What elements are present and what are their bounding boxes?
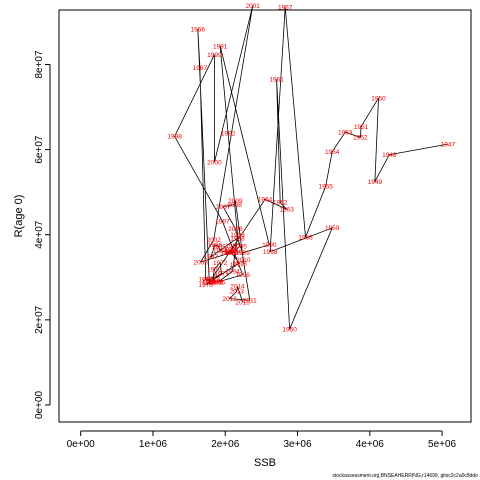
year-label-1965: 1965 bbox=[202, 280, 217, 287]
year-label-1983: 1983 bbox=[221, 250, 236, 257]
year-label-2003: 2003 bbox=[193, 259, 208, 266]
year-label-1976: 1976 bbox=[198, 282, 213, 289]
x-axis: 0e+00 1e+06 2e+06 3e+06 4e+06 5e+06 bbox=[67, 430, 457, 450]
year-label-1974: 1974 bbox=[206, 276, 221, 283]
year-label-2000: 2000 bbox=[207, 160, 222, 167]
year-label-1991: 1991 bbox=[213, 44, 228, 51]
y-axis-title: R(age 0) bbox=[13, 195, 25, 238]
year-label-1962: 1962 bbox=[273, 200, 288, 207]
year-label-1964: 1964 bbox=[258, 197, 273, 204]
x-tick-label: 3e+06 bbox=[283, 439, 312, 450]
year-label-2011: 2011 bbox=[243, 298, 257, 305]
x-tick-label: 1e+06 bbox=[139, 439, 168, 450]
year-label-1997: 1997 bbox=[215, 218, 230, 225]
year-label-2014: 2014 bbox=[230, 284, 245, 291]
x-tick-label: 0e+00 bbox=[67, 439, 96, 450]
year-label-1950: 1950 bbox=[371, 95, 386, 102]
year-label-1970: 1970 bbox=[201, 278, 216, 285]
year-label-1961: 1961 bbox=[269, 77, 284, 84]
year-label-1986: 1986 bbox=[208, 242, 223, 249]
year-label-1972: 1972 bbox=[213, 260, 228, 267]
year-label-1988: 1988 bbox=[230, 235, 245, 242]
year-label-1947: 1947 bbox=[441, 141, 456, 148]
year-label-1984: 1984 bbox=[213, 248, 228, 255]
year-label-1973: 1973 bbox=[207, 267, 222, 274]
year-label-1987: 1987 bbox=[204, 254, 219, 261]
year-label-2005: 2005 bbox=[232, 244, 247, 251]
y-tick-label: 4e+07 bbox=[34, 220, 45, 249]
year-label-2013: 2013 bbox=[230, 289, 245, 296]
path-layer bbox=[174, 5, 448, 330]
y-tick-label: 2e+07 bbox=[34, 305, 45, 334]
year-label-1959: 1959 bbox=[325, 225, 340, 232]
y-tick-label: 0e+00 bbox=[34, 390, 45, 419]
year-label-1992: 1992 bbox=[221, 131, 236, 138]
footer-source-text: stockassessment.org,BNSEAHERRING,r14699,… bbox=[332, 473, 478, 479]
year-label-1980: 1980 bbox=[225, 243, 240, 250]
year-label-2002: 2002 bbox=[206, 237, 221, 244]
year-label-1979: 1979 bbox=[224, 250, 239, 257]
year-label-2015: 2015 bbox=[235, 299, 250, 306]
y-tick-label: 8e+07 bbox=[34, 50, 45, 79]
year-label-1951: 1951 bbox=[354, 124, 369, 131]
year-label-1978: 1978 bbox=[232, 261, 247, 268]
year-label-1995: 1995 bbox=[211, 279, 226, 286]
year-label-2010: 2010 bbox=[236, 257, 251, 264]
year-label-2006: 2006 bbox=[228, 226, 243, 233]
year-label-1990: 1990 bbox=[262, 242, 277, 249]
year-label-1981: 1981 bbox=[225, 247, 240, 254]
year-label-1966: 1966 bbox=[191, 27, 206, 34]
x-axis-title: SSB bbox=[254, 457, 276, 469]
year-label-1989: 1989 bbox=[235, 250, 250, 257]
year-label-1994: 1994 bbox=[225, 269, 240, 276]
year-label-1960: 1960 bbox=[282, 327, 297, 334]
year-label-1949: 1949 bbox=[368, 179, 383, 186]
year-label-1953: 1953 bbox=[338, 130, 353, 137]
year-label-1955: 1955 bbox=[318, 184, 333, 191]
year-label-1998: 1998 bbox=[167, 134, 182, 141]
year-label-1958: 1958 bbox=[263, 249, 278, 256]
year-label-1952: 1952 bbox=[353, 135, 368, 142]
year-label-1996: 1996 bbox=[235, 272, 250, 279]
year-label-1957: 1957 bbox=[278, 5, 293, 12]
year-label-1969: 1969 bbox=[209, 279, 224, 286]
x-tick-label: 5e+06 bbox=[428, 439, 457, 450]
year-label-1956: 1956 bbox=[298, 235, 313, 242]
year-label-2008: 2008 bbox=[227, 202, 242, 209]
year-label-1967: 1967 bbox=[193, 65, 208, 72]
y-tick-label: 6e+07 bbox=[34, 135, 45, 164]
year-label-2001: 2001 bbox=[245, 3, 260, 10]
year-label-2007: 2007 bbox=[216, 204, 231, 211]
year-label-1977: 1977 bbox=[230, 262, 245, 269]
year-label-1948: 1948 bbox=[382, 152, 397, 159]
year-label-2012: 2012 bbox=[222, 296, 237, 303]
year-label-2004: 2004 bbox=[227, 249, 242, 256]
plot-frame bbox=[58, 9, 472, 423]
year-label-1968: 1968 bbox=[198, 276, 213, 283]
year-label-1982: 1982 bbox=[224, 249, 239, 256]
year-label-1975: 1975 bbox=[209, 279, 224, 286]
x-tick-label: 4e+06 bbox=[356, 439, 385, 450]
year-label-1999: 1999 bbox=[207, 52, 222, 59]
y-axis: 0e+00 2e+07 4e+07 6e+07 8e+07 bbox=[34, 50, 51, 419]
x-tick-label: 2e+06 bbox=[211, 439, 240, 450]
year-label-1971: 1971 bbox=[214, 271, 229, 278]
year-connecting-line bbox=[174, 5, 448, 330]
year-label-1954: 1954 bbox=[325, 149, 340, 156]
year-label-1993: 1993 bbox=[230, 232, 245, 239]
year-label-2009: 2009 bbox=[228, 198, 243, 205]
year-label-1985: 1985 bbox=[211, 244, 226, 251]
year-label-1963: 1963 bbox=[279, 207, 294, 214]
